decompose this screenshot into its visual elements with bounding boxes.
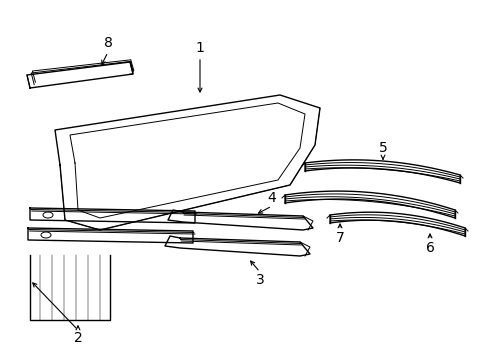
Text: 3: 3 bbox=[255, 273, 264, 287]
Text: 1: 1 bbox=[195, 41, 204, 55]
Text: 5: 5 bbox=[378, 141, 386, 155]
Text: 7: 7 bbox=[335, 231, 344, 245]
Text: 6: 6 bbox=[425, 241, 433, 255]
Text: 2: 2 bbox=[74, 331, 82, 345]
Text: 8: 8 bbox=[103, 36, 112, 50]
Text: 4: 4 bbox=[267, 191, 276, 205]
